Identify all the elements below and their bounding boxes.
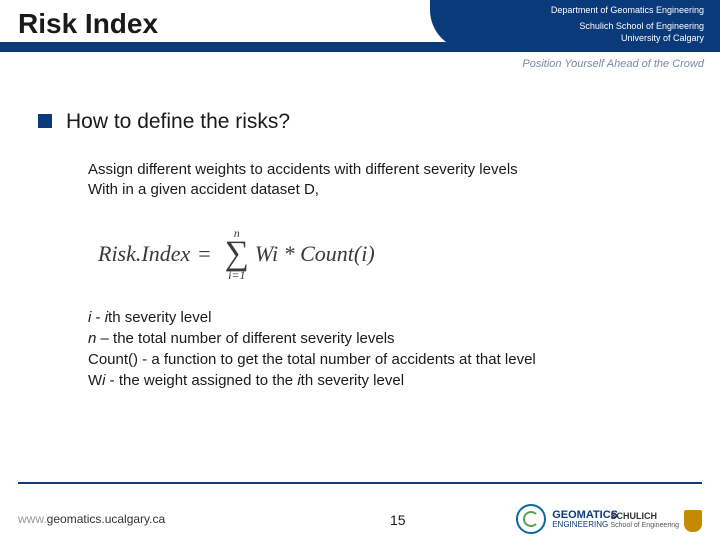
footer-url: www.geomatics.ucalgary.ca [18, 512, 165, 526]
geomatics-globe-icon [516, 504, 546, 534]
schulich-shield-icon [684, 510, 702, 532]
slide-header: Risk Index Department of Geomatics Engin… [0, 0, 720, 82]
geomatics-name: GEOMATICS [552, 509, 618, 521]
footer-divider [18, 482, 702, 484]
slide-footer: www.geomatics.ucalgary.ca 15 GEOMATICS E… [0, 482, 720, 540]
sigma-symbol: ∑ [225, 237, 249, 271]
geomatics-logo: GEOMATICS ENGINEERING [516, 504, 618, 534]
desc-line-2: With in a given accident dataset D, [88, 180, 682, 200]
formula-equals: = [198, 241, 210, 267]
def-line-2: n – the total number of different severi… [88, 328, 682, 349]
bullet-text: How to define the risks? [66, 110, 290, 134]
def-sep-1: - [91, 309, 104, 326]
formula-term: Wi * Count(i) [255, 241, 375, 267]
geomatics-sub: ENGINEERING [552, 521, 618, 530]
page-number: 15 [390, 512, 406, 528]
def-line-1: i - ith severity level [88, 307, 682, 328]
def-w: W [88, 372, 102, 389]
slide-title: Risk Index [18, 8, 158, 40]
sigma-lower: i=1 [228, 269, 245, 281]
square-bullet-icon [38, 114, 52, 128]
def-ith-rest: th severity level [108, 309, 211, 326]
url-prefix: www. [18, 512, 47, 526]
formula: Risk.Index = n ∑ i=1 Wi * Count(i) [98, 227, 682, 281]
description-block: Assign different weights to accidents wi… [88, 160, 682, 201]
schulich-name: SCHULICH [611, 512, 680, 522]
schulich-logo: SCHULICH School of Engineering [611, 510, 703, 532]
department-name: Department of Geomatics Engineering [551, 5, 704, 17]
def-wi-rest: th severity level [301, 372, 404, 389]
sigma-icon: n ∑ i=1 [225, 227, 249, 281]
definitions: i - ith severity level n – the total num… [88, 307, 682, 391]
def-n-rest: – the total number of different severity… [96, 330, 394, 347]
school-line-1: Schulich School of Engineering [579, 21, 704, 33]
geomatics-logo-text: GEOMATICS ENGINEERING [552, 509, 618, 530]
tagline: Position Yourself Ahead of the Crowd [522, 58, 704, 70]
school-line-2: University of Calgary [621, 33, 704, 45]
bullet-item: How to define the risks? [38, 110, 682, 134]
def-line-4: Wi - the weight assigned to the ith seve… [88, 370, 682, 391]
slide-content: How to define the risks? Assign differen… [38, 110, 682, 391]
formula-lhs: Risk.Index [98, 241, 190, 267]
def-wi-mid: - the weight assigned to the [106, 372, 298, 389]
department-banner: Department of Geomatics Engineering Schu… [430, 0, 720, 50]
url-main: geomatics.ucalgary.ca [47, 512, 166, 526]
desc-line-1: Assign different weights to accidents wi… [88, 160, 682, 180]
schulich-logo-text: SCHULICH School of Engineering [611, 512, 680, 530]
schulich-sub: School of Engineering [611, 522, 680, 530]
def-line-3: Count() - a function to get the total nu… [88, 349, 682, 370]
